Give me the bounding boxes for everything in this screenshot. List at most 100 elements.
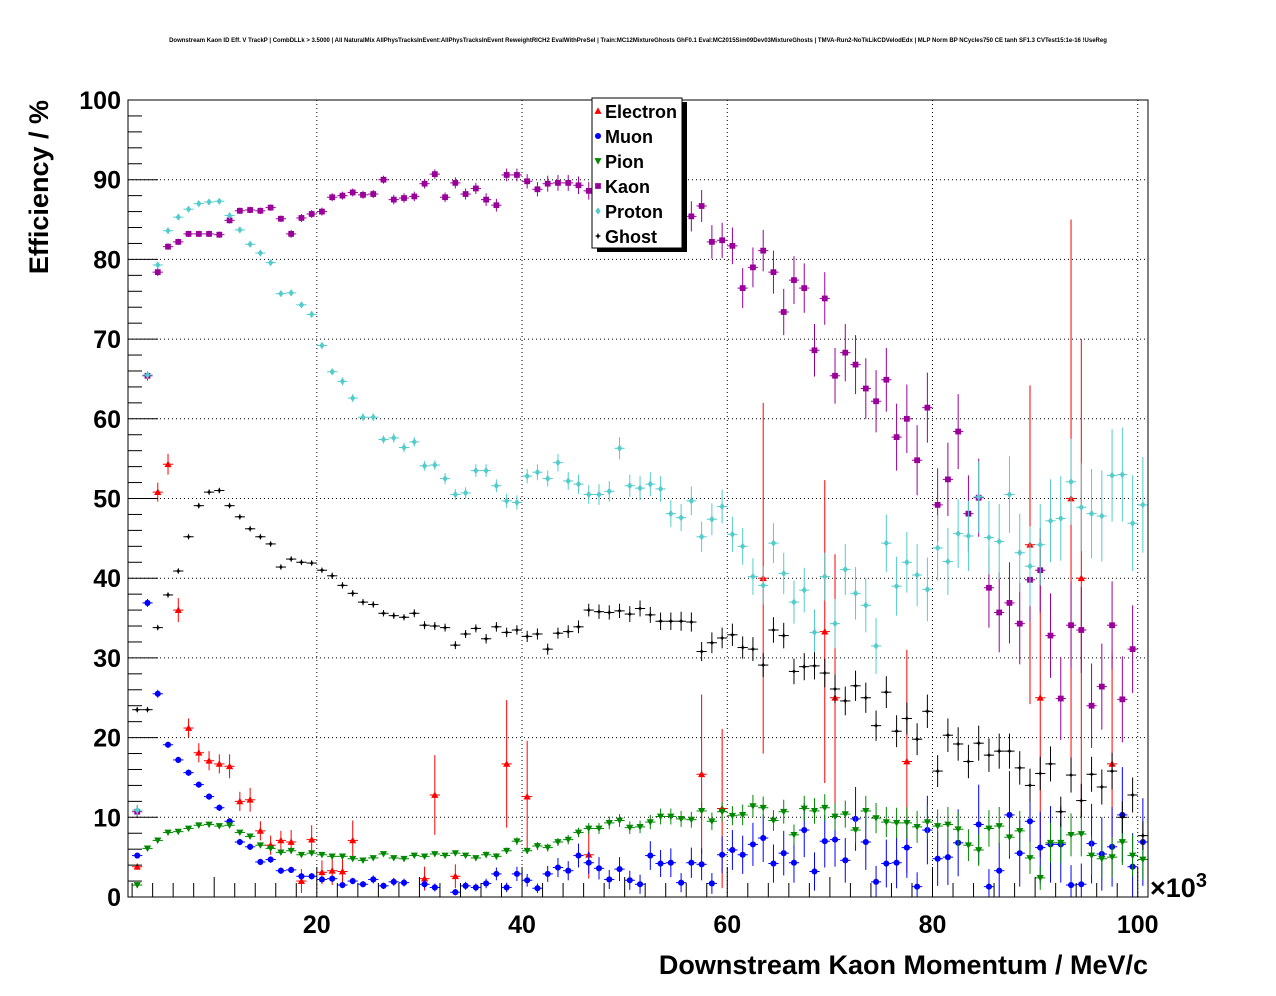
data-point — [832, 372, 838, 379]
data-point — [852, 589, 859, 597]
series-muon — [132, 598, 1148, 897]
data-point — [555, 180, 561, 186]
data-point — [760, 247, 767, 254]
data-point — [842, 697, 849, 705]
x-tick-label: 100 — [1117, 911, 1159, 939]
data-point — [175, 238, 182, 245]
legend-label-pion: Pion — [605, 152, 644, 172]
data-point — [574, 829, 583, 837]
data-point — [155, 261, 161, 269]
data-point — [359, 598, 367, 606]
data-point — [411, 193, 418, 200]
data-point — [236, 797, 244, 805]
data-point — [1006, 811, 1013, 818]
data-point — [852, 682, 859, 689]
data-point — [1067, 881, 1075, 889]
data-point — [1016, 620, 1023, 627]
data-point — [267, 845, 275, 852]
data-point — [442, 194, 448, 201]
data-point — [267, 540, 274, 548]
data-point — [452, 641, 459, 649]
data-point — [1129, 791, 1136, 799]
data-point — [965, 532, 972, 540]
data-point — [1037, 541, 1043, 549]
data-point — [873, 398, 879, 405]
data-point — [770, 269, 777, 276]
data-point — [821, 838, 828, 845]
data-point — [1077, 574, 1085, 582]
data-point — [904, 558, 910, 566]
data-point — [185, 205, 192, 213]
data-point — [431, 884, 438, 891]
data-point — [257, 858, 264, 865]
data-point — [739, 851, 746, 858]
data-point — [462, 882, 469, 889]
data-point — [503, 760, 511, 767]
data-point — [165, 243, 171, 250]
data-point — [1057, 839, 1065, 847]
data-point — [749, 645, 757, 653]
data-point — [247, 240, 253, 248]
data-point — [985, 883, 993, 890]
data-point — [278, 290, 284, 298]
data-point — [760, 581, 766, 589]
data-point — [277, 836, 285, 844]
data-point — [698, 770, 706, 778]
data-point — [1016, 827, 1024, 835]
data-point — [339, 881, 346, 889]
data-point — [811, 662, 818, 670]
data-point — [287, 838, 295, 845]
data-point — [1098, 783, 1106, 791]
data-points — [132, 168, 1148, 897]
data-point — [1037, 770, 1044, 777]
data-point — [318, 851, 326, 859]
legend: Electron Muon Pion Kaon Proton Ghost — [591, 97, 687, 252]
series-ghost — [132, 487, 1148, 850]
data-point — [452, 180, 459, 186]
data-point — [780, 850, 787, 857]
data-point — [595, 865, 603, 872]
data-point — [154, 690, 161, 697]
data-point — [842, 349, 849, 356]
data-point — [247, 843, 254, 850]
data-point — [781, 569, 787, 578]
legend-marker-proton — [595, 207, 601, 215]
data-point — [216, 804, 223, 811]
data-point — [493, 202, 500, 209]
data-point — [565, 180, 572, 186]
data-point — [185, 533, 192, 540]
data-point — [1067, 831, 1075, 839]
data-point — [708, 818, 716, 825]
data-point — [688, 859, 695, 866]
data-point — [626, 610, 633, 618]
data-point — [1037, 844, 1044, 851]
data-point — [523, 633, 531, 640]
data-point — [462, 852, 470, 860]
data-point — [914, 571, 920, 579]
data-point — [421, 462, 428, 470]
data-point — [831, 836, 839, 843]
data-point — [503, 884, 510, 891]
data-point — [175, 567, 182, 575]
data-point — [513, 626, 521, 634]
x-axis-multiplier: ×103 — [1150, 870, 1207, 903]
data-point — [164, 460, 172, 468]
data-point — [585, 187, 592, 194]
data-point — [1088, 771, 1095, 778]
data-point — [606, 487, 612, 495]
data-point — [246, 833, 254, 841]
data-point — [596, 490, 602, 499]
data-point — [503, 497, 510, 505]
data-point — [195, 749, 203, 756]
legend-marker-kaon — [595, 183, 601, 189]
data-point — [801, 663, 808, 670]
data-point — [985, 751, 993, 759]
data-point — [863, 601, 869, 609]
data-point — [996, 537, 1002, 546]
data-point — [164, 829, 172, 837]
data-point — [698, 861, 705, 868]
x-axis-multiplier-base: ×10 — [1150, 873, 1196, 903]
data-point — [410, 852, 418, 860]
data-point — [420, 853, 429, 860]
data-point — [359, 881, 367, 888]
